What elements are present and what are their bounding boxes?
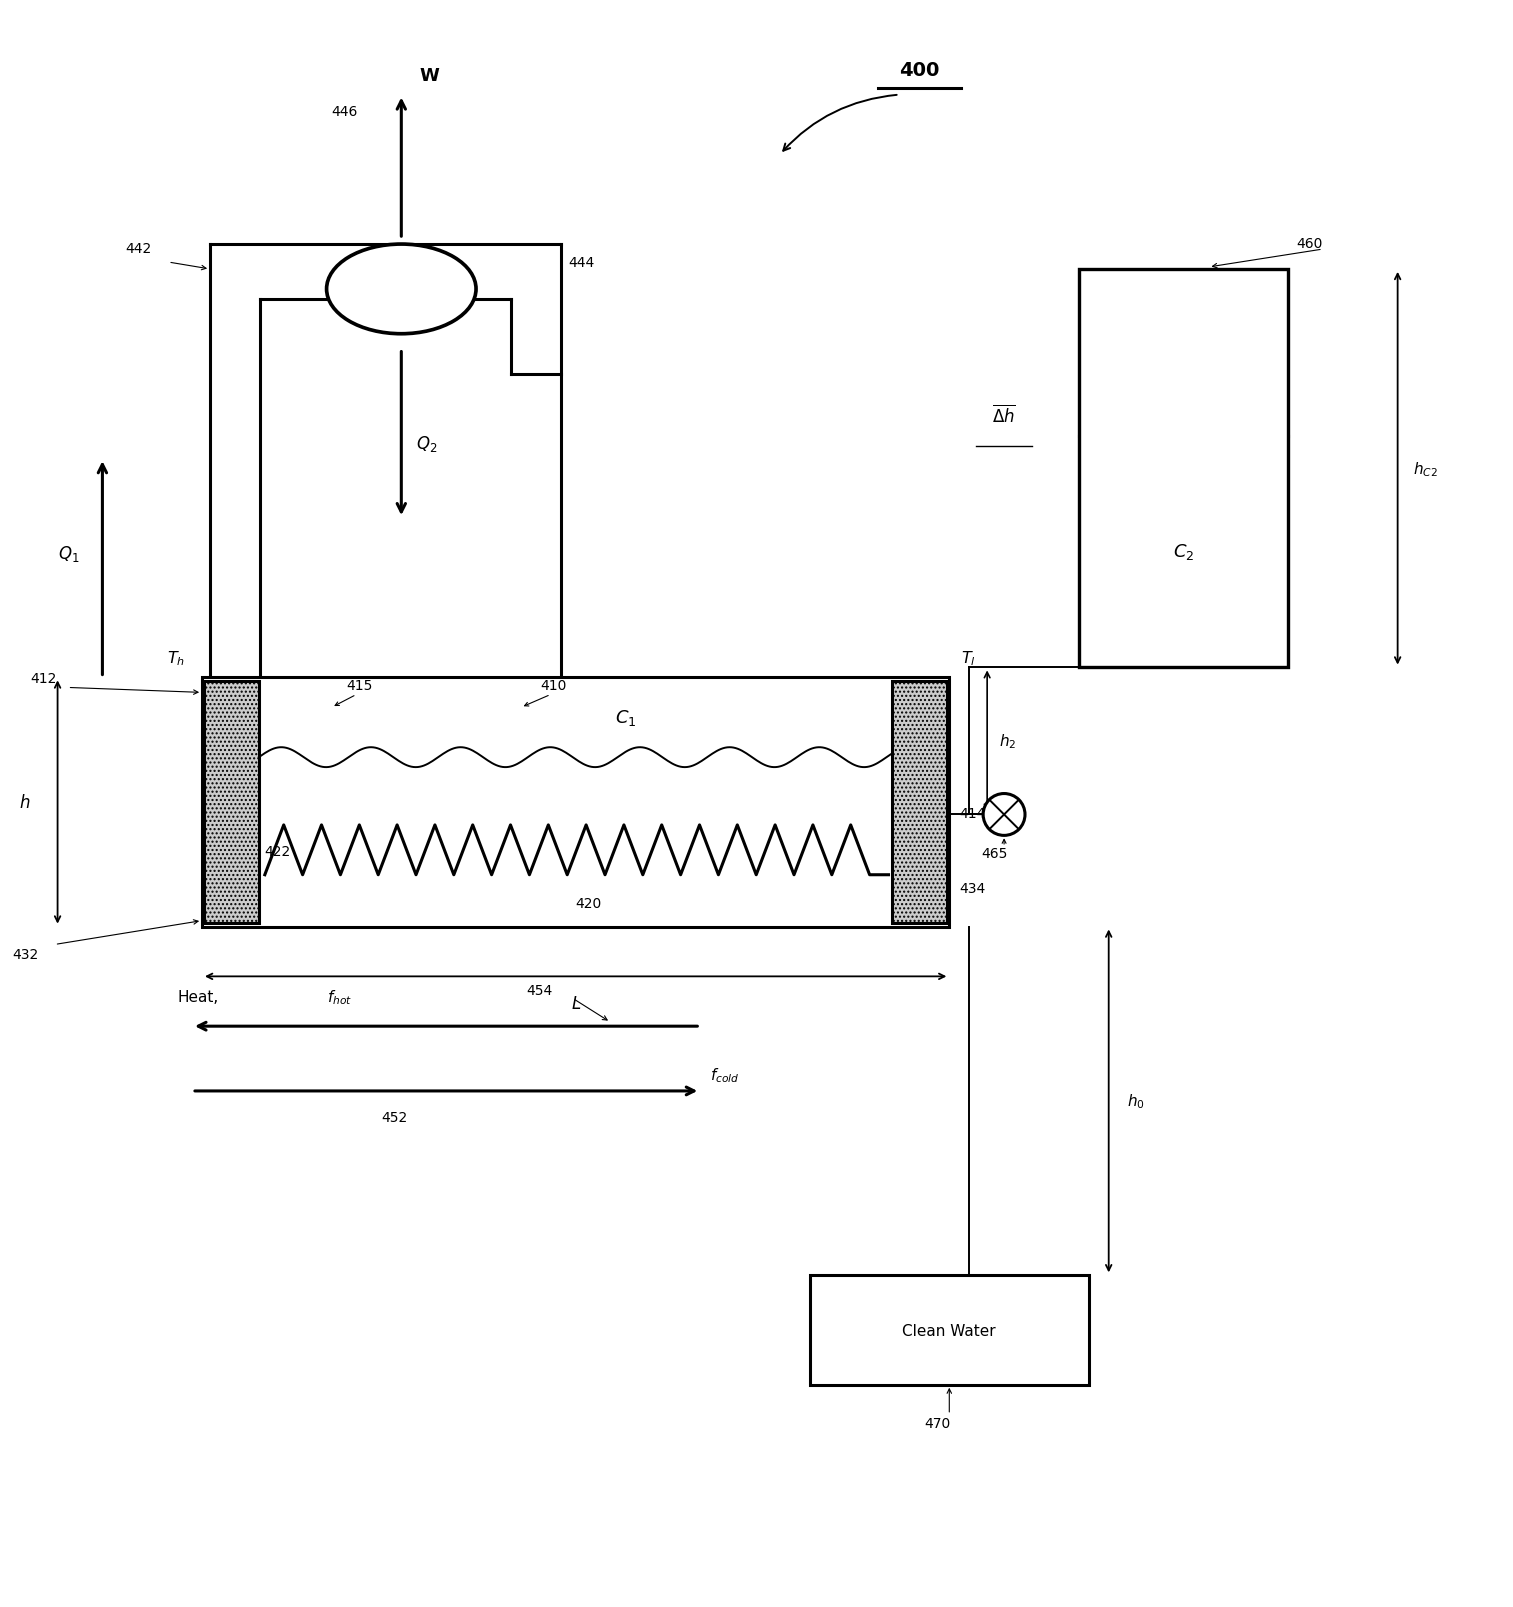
Bar: [893, 681, 947, 922]
Text: $h_2$: $h_2$: [999, 733, 1017, 750]
Text: $h$: $h$: [20, 794, 30, 812]
Text: 422: 422: [265, 844, 290, 858]
Bar: [893, 681, 947, 922]
Text: 420: 420: [575, 897, 602, 910]
Text: 432: 432: [12, 948, 39, 963]
Text: $Q_2$: $Q_2$: [416, 434, 437, 455]
Text: 400: 400: [899, 61, 940, 80]
Text: $L$: $L$: [570, 995, 581, 1012]
Text: Heat,: Heat,: [177, 990, 218, 1004]
Text: $\overline{\Delta h}$: $\overline{\Delta h}$: [993, 403, 1017, 426]
Text: $C_2$: $C_2$: [1173, 542, 1194, 561]
Text: 410: 410: [540, 680, 567, 693]
Text: $Q_1$: $Q_1$: [57, 543, 79, 564]
Text: 454: 454: [527, 983, 552, 998]
Ellipse shape: [327, 244, 477, 334]
Bar: [204, 681, 259, 922]
Text: $h_0$: $h_0$: [1127, 1091, 1144, 1110]
Text: 415: 415: [346, 680, 372, 693]
Text: $f_{hot}$: $f_{hot}$: [327, 988, 351, 1006]
Bar: [203, 678, 949, 927]
Bar: [1079, 270, 1288, 669]
Text: 460: 460: [1297, 236, 1322, 251]
Text: $C_1$: $C_1$: [614, 707, 635, 728]
Text: 440: 440: [424, 264, 449, 278]
Text: 414: 414: [959, 807, 985, 821]
Bar: [809, 1276, 1089, 1385]
Text: 470: 470: [924, 1416, 950, 1430]
Text: $h_{C2}$: $h_{C2}$: [1413, 460, 1437, 479]
Text: $T_l$: $T_l$: [961, 649, 976, 669]
Bar: [204, 681, 259, 922]
Text: W: W: [419, 66, 439, 85]
Text: 446: 446: [331, 104, 359, 119]
Text: $T_h$: $T_h$: [166, 649, 185, 669]
Text: 442: 442: [126, 243, 151, 256]
Circle shape: [983, 794, 1024, 836]
Text: $f_{cold}$: $f_{cold}$: [710, 1065, 740, 1085]
Text: 444: 444: [569, 256, 595, 270]
Text: 465: 465: [980, 847, 1008, 860]
Text: Clean Water: Clean Water: [902, 1323, 996, 1337]
Text: 452: 452: [381, 1110, 407, 1125]
Text: 412: 412: [30, 672, 57, 686]
Text: 434: 434: [959, 881, 985, 895]
